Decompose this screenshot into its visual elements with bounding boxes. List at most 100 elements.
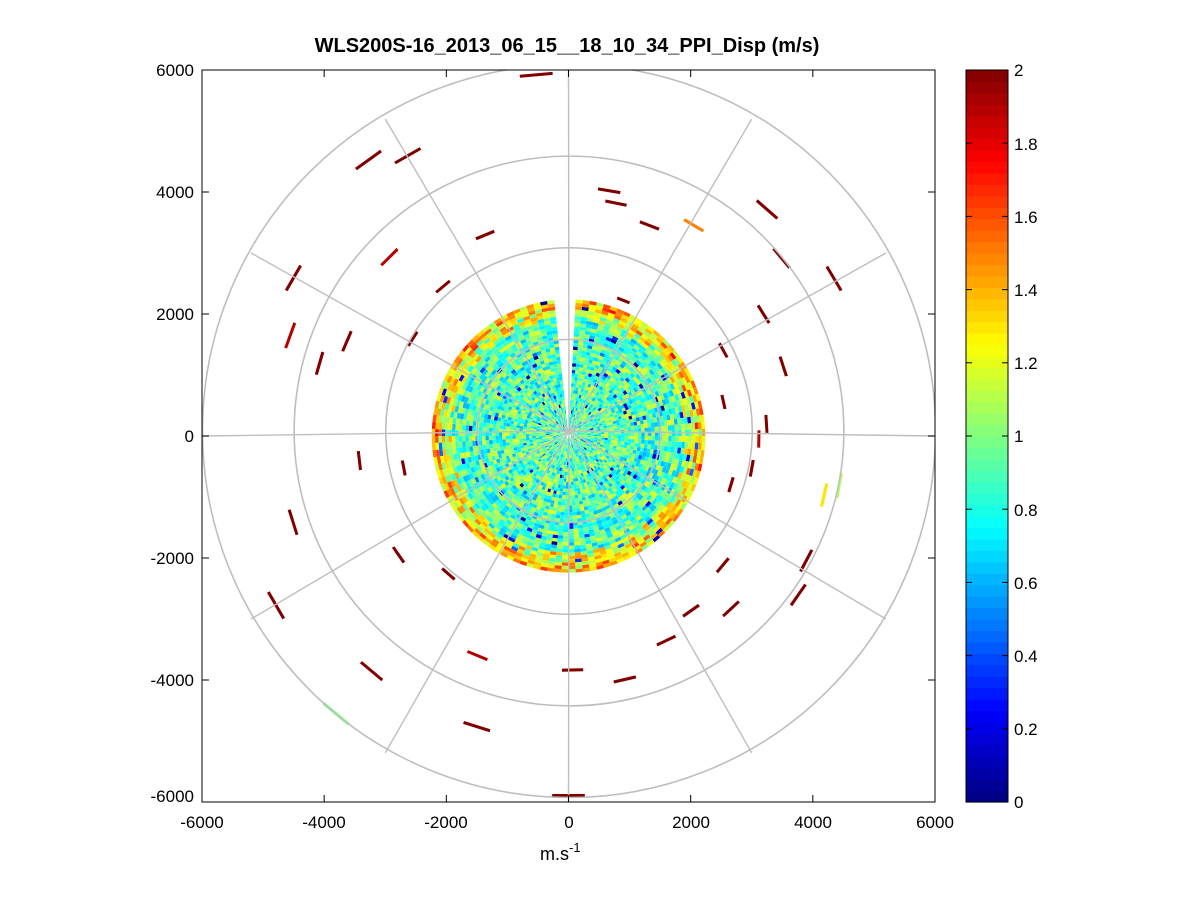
disk-cell	[582, 415, 586, 420]
disk-cell	[564, 437, 567, 441]
disk-cell	[623, 423, 628, 428]
disk-cell	[441, 436, 446, 443]
disk-cell	[589, 460, 593, 464]
disk-cell	[617, 441, 621, 445]
disk-cell	[592, 451, 596, 456]
disk-cell	[536, 405, 541, 410]
disk-cell	[607, 451, 612, 455]
disk-cell	[552, 410, 556, 415]
disk-cell	[560, 457, 563, 461]
disk-cell	[545, 433, 550, 435]
disk-cell	[525, 465, 530, 470]
disk-cell	[580, 431, 584, 434]
disk-cell	[542, 405, 546, 410]
disk-cell	[525, 402, 530, 407]
disk-cell	[551, 486, 555, 491]
disk-cell	[539, 402, 544, 407]
disk-cell	[478, 426, 483, 432]
disk-cell	[548, 404, 553, 409]
disk-cell	[602, 465, 607, 470]
disk-cell	[613, 423, 617, 427]
disk-cell	[543, 454, 547, 458]
disk-cell	[584, 436, 588, 437]
disk-cell	[638, 432, 642, 436]
disk-cell	[574, 411, 577, 415]
disk-cell	[537, 416, 542, 420]
disk-cell	[579, 447, 583, 451]
disk-cell	[524, 398, 530, 403]
disk-cell	[613, 453, 618, 458]
disk-cell	[580, 437, 585, 439]
disk-cell	[578, 416, 581, 420]
disk-cell	[570, 390, 574, 394]
disk-cell	[525, 436, 530, 439]
disk-cell	[539, 455, 544, 459]
disk-cell	[556, 444, 560, 448]
disk-cell	[557, 504, 562, 509]
disk-cell	[566, 420, 568, 424]
disk-cell	[565, 455, 567, 459]
disk-cell	[671, 430, 676, 436]
disk-cell	[544, 487, 549, 492]
disk-cell	[560, 397, 563, 401]
disk-cell	[578, 534, 585, 539]
disk-cell	[539, 390, 544, 395]
colorbar-tick-label-0.4: 0.4	[1014, 647, 1038, 666]
disk-cell	[678, 436, 682, 442]
disk-cell	[561, 410, 564, 415]
disk-cell	[563, 444, 566, 448]
disk-cell	[559, 436, 563, 438]
colorbar-level	[966, 333, 1008, 346]
disk-cell	[543, 483, 547, 488]
disk-cell	[579, 459, 582, 463]
disk-cell	[529, 469, 534, 474]
colorbar-level	[966, 287, 1008, 300]
disk-cell	[609, 444, 614, 448]
disk-cell	[614, 407, 619, 412]
disk-cell	[543, 449, 547, 452]
disk-cell	[577, 415, 580, 420]
disk-cell	[594, 460, 598, 464]
disk-cell	[612, 462, 618, 467]
disk-cell	[557, 444, 561, 448]
disk-cell	[555, 421, 559, 425]
disk-cell	[578, 367, 583, 372]
disk-cell	[558, 408, 561, 412]
disk-cell	[594, 434, 598, 436]
disk-cell	[566, 465, 569, 469]
disk-cell	[573, 531, 579, 536]
disk-cell	[563, 478, 567, 482]
disk-cell	[561, 478, 564, 482]
disk-cell	[596, 427, 601, 430]
disk-cell	[565, 445, 568, 449]
disk-cell	[581, 483, 585, 487]
disk-cell	[527, 413, 532, 417]
disk-cell	[593, 398, 598, 403]
disk-cell	[558, 397, 561, 402]
disk-cell	[528, 463, 533, 468]
disk-cell	[519, 443, 524, 447]
disk-cell	[509, 441, 513, 446]
disk-cell	[582, 396, 586, 401]
disk-cell	[587, 447, 591, 451]
disk-cell	[520, 423, 524, 427]
disk-cell	[488, 436, 493, 441]
disk-cell	[579, 469, 583, 474]
disk-cell	[540, 427, 544, 430]
data-layer	[267, 71, 843, 798]
disk-cell	[579, 462, 582, 467]
disk-cell	[547, 386, 551, 391]
colorbar-level	[966, 619, 1008, 632]
disk-cell	[492, 424, 497, 429]
disk-cell	[552, 415, 556, 419]
disk-cell	[552, 423, 557, 427]
disk-cell	[681, 441, 685, 449]
disk-cell	[697, 422, 702, 430]
disk-cell	[469, 420, 474, 426]
disk-cell	[482, 422, 487, 428]
disk-cell	[536, 450, 541, 454]
disk-cell	[572, 444, 575, 448]
disk-cell	[570, 437, 573, 441]
disk-cell	[566, 468, 569, 472]
disk-cell	[499, 446, 504, 451]
